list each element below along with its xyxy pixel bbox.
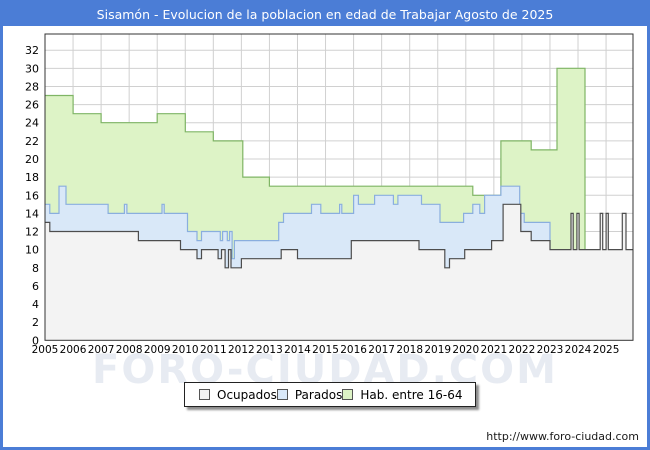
legend-swatch-ocupados [199, 389, 210, 400]
legend-item-parados: Parados [276, 387, 343, 402]
y-tick-label: 2 [32, 316, 39, 329]
x-tick-label: 2007 [88, 344, 115, 356]
source-url: http://www.foro-ciudad.com [486, 430, 639, 443]
x-tick-label: 2011 [200, 344, 227, 356]
x-tick-label: 2017 [368, 344, 395, 356]
y-tick-label: 14 [25, 207, 39, 220]
x-tick-label: 2008 [116, 344, 143, 356]
y-tick-label: 6 [32, 280, 39, 293]
y-tick-label: 20 [25, 153, 39, 166]
legend-item-hab-entre-16-64: Hab. entre 16-64 [342, 388, 462, 402]
x-tick-label: 2016 [340, 344, 367, 356]
series-area-ocupados [45, 204, 633, 341]
x-tick-label: 2021 [480, 344, 507, 356]
legend-item-ocupados: Ocupados [199, 388, 277, 402]
y-tick-label: 12 [25, 226, 39, 239]
plot-border [44, 33, 634, 341]
y-tick-label: 22 [25, 135, 39, 148]
x-tick-label: 2014 [284, 344, 311, 356]
y-tick-label: 32 [25, 44, 39, 57]
y-tick-label: 28 [25, 80, 39, 93]
x-tick-label: 2018 [396, 344, 423, 356]
legend-swatch-hab-entre-16-64 [342, 389, 354, 400]
x-tick-label: 2020 [452, 344, 479, 356]
y-tick-label: 4 [32, 298, 39, 311]
y-tick-label: 0 [32, 334, 39, 347]
x-axis-labels: 2005 2006 2007 2008 2009 2010 2011 2012 2013 2014… [32, 344, 620, 356]
x-tick-label: 2025 [593, 344, 620, 356]
series-line-ocupados [45, 203, 633, 269]
x-tick-label: 2019 [424, 344, 451, 356]
legend-label-ocupados: Ocupados [217, 387, 277, 402]
y-tick-label: 10 [25, 244, 39, 257]
x-tick-label: 2010 [172, 344, 199, 356]
x-tick-label: 2006 [60, 344, 87, 356]
y-tick-label: 30 [25, 62, 39, 75]
series-line-hab-entre-16-64 [45, 67, 633, 251]
x-tick-label: 2009 [144, 344, 171, 356]
x-tick-label: 2022 [509, 344, 536, 356]
x-tick-label: 2015 [312, 344, 339, 356]
legend-label-hab-entre-16-64: Hab. entre 16-64 [360, 387, 463, 402]
y-tick-label: 24 [25, 117, 39, 130]
x-tick-label: 2024 [565, 344, 592, 356]
x-tick-label: 2013 [256, 344, 283, 356]
legend-swatch-parados [276, 389, 288, 400]
x-tick-label: 2023 [537, 344, 564, 356]
x-tick-label: 2012 [228, 344, 255, 356]
y-tick-label: 18 [25, 171, 39, 184]
x-tick-label: 2005 [32, 344, 59, 356]
legend-label-parados: Parados [294, 387, 343, 402]
chart-title: Sisamón - Evolucion de la poblacion en e… [3, 3, 647, 26]
y-tick-label: 26 [25, 99, 39, 112]
chart-legend: Ocupados Parados Hab. entre 16-64 [184, 382, 476, 407]
series-line-parados [45, 185, 633, 260]
y-tick-label: 16 [25, 189, 39, 202]
y-tick-label: 8 [32, 262, 39, 275]
